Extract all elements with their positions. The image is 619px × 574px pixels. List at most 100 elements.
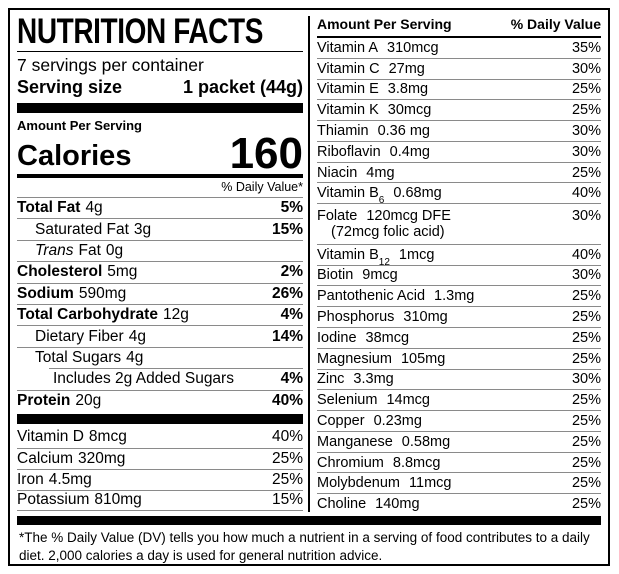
nutrient-row-cholesterol: Cholesterol 5mg 2% — [17, 261, 303, 282]
nutrient-amount: 3.3mg — [353, 371, 394, 388]
serving-size-row: Serving size 1 packet (44g) — [17, 76, 303, 100]
vitamin-row-vitamin-d: Vitamin D 8mcg 40% — [17, 427, 303, 448]
daily-value: 25% — [571, 475, 601, 492]
nutrient-amount: 38mcg — [365, 329, 410, 346]
daily-value: 40% — [571, 185, 601, 202]
micronutrient-row-iodine: Iodine 38mcg 25% — [317, 328, 601, 349]
nutrient-amount: 0.68mg — [393, 185, 442, 202]
calories-divider — [17, 174, 303, 178]
nutrient-amount: 0g — [105, 241, 124, 259]
nutrient-name: Vitamin C — [317, 60, 380, 77]
micronutrient-row-folate: Folate 120mcg DFE 30% (72mcg folic acid) — [317, 204, 601, 245]
nutrient-name-subscript: 6 — [378, 195, 385, 207]
nutrient-amount: 14mcg — [386, 392, 430, 409]
micronutrient-row-vitamin-b12: Vitamin B12 1mcg 40% — [317, 245, 601, 267]
nutrient-amount: 0.58mg — [401, 433, 451, 450]
nutrient-name: Iodine — [317, 329, 357, 346]
nutrient-amount: 810mg — [94, 491, 142, 509]
daily-value: 4% — [280, 369, 303, 387]
micronutrient-row-biotin: Biotin 9mcg 30% — [317, 266, 601, 287]
daily-value: 40% — [571, 246, 601, 263]
micronutrient-row-niacin: Niacin 4mg 25% — [317, 163, 601, 184]
micronutrient-row-vitamin-b6: Vitamin B6 0.68mg 40% — [317, 183, 601, 207]
nutrient-name: Phosphorus — [317, 309, 395, 326]
daily-value: 25% — [571, 102, 601, 119]
nutrient-amount: 27mg — [388, 60, 425, 77]
micronutrient-row-riboflavin: Riboflavin 0.4mg 30% — [317, 142, 601, 163]
nutrient-amount: 4g — [85, 199, 103, 217]
serving-size-value: 1 packet (44g) — [182, 77, 303, 97]
daily-value: 15% — [271, 491, 303, 509]
nutrient-amount: 590mg — [78, 284, 127, 302]
micronutrient-row-molybdenum: Molybdenum 11mcg 25% — [317, 473, 601, 495]
nutrient-row-dietary-fiber: Dietary Fiber 4g 14% — [17, 325, 303, 346]
column-header-daily-value: % Daily Value — [510, 16, 601, 32]
nutrient-name: Molybdenum — [317, 475, 401, 492]
daily-value: 2% — [280, 263, 303, 281]
nutrient-amount: 3g — [133, 220, 152, 238]
daily-value: 25% — [571, 288, 601, 305]
micronutrient-row-vitamin-c: Vitamin C 27mg 30% — [317, 59, 601, 80]
nutrition-facts-label: NUTRITION FACTS 7 servings per container… — [8, 8, 610, 566]
daily-value-footnote: *The % Daily Value (DV) tells you how mu… — [19, 530, 590, 563]
micronutrient-row-choline: Choline 140mg 25% — [317, 494, 601, 514]
nutrient-amount: 0.23mg — [373, 412, 422, 429]
daily-value: 25% — [571, 329, 601, 346]
nutrient-amount: 30mcg — [387, 102, 432, 119]
nutrient-name: Niacin — [317, 164, 358, 181]
calories-row: Calories 160 — [17, 129, 303, 178]
nutrient-name: Vitamin B — [317, 185, 379, 202]
nutrient-amount: 1mcg — [398, 246, 435, 263]
nutrient-name: Total Sugars — [35, 348, 122, 366]
nutrient-name: Choline — [317, 496, 367, 513]
nutrient-amount: 12g — [162, 306, 189, 324]
thick-divider-bar — [17, 103, 303, 113]
nutrient-amount: 0.4mg — [389, 143, 430, 160]
nutrient-amount: 20g — [75, 391, 102, 409]
nutrient-amount: 310mcg — [387, 39, 439, 56]
daily-value: 30% — [571, 143, 601, 160]
nutrient-name: Vitamin D — [17, 428, 84, 446]
micronutrient-row-phosphorus: Phosphorus 310mg 25% — [317, 307, 601, 328]
nutrient-name: Protein — [17, 391, 71, 409]
daily-value: 25% — [571, 412, 601, 429]
daily-value: 25% — [571, 81, 601, 98]
nutrient-name: Copper — [317, 412, 365, 429]
nutrient-name: Chromium — [317, 454, 384, 471]
micronutrient-row-thiamin: Thiamin 0.36 mg 30% — [317, 121, 601, 142]
nutrient-amount: 105mg — [400, 350, 446, 367]
nutrient-name: Thiamin — [317, 123, 369, 140]
nutrient-name: Pantothenic Acid — [317, 288, 426, 305]
calories-value: 160 — [229, 129, 303, 178]
micronutrient-row-vitamin-e: Vitamin E 3.8mg 25% — [317, 80, 601, 101]
page-title: NUTRITION FACTS — [17, 12, 263, 51]
micronutrient-row-pantothenic-acid: Pantothenic Acid 1.3mg 25% — [317, 286, 601, 308]
nutrient-name: Selenium — [317, 392, 378, 409]
nutrient-name: Vitamin B — [317, 246, 379, 263]
daily-value: 4% — [280, 306, 303, 324]
micronutrient-row-chromium: Chromium 8.8mcg 25% — [317, 453, 601, 474]
nutrient-name-italic: Trans — [35, 241, 74, 259]
micronutrient-row-vitamin-k: Vitamin K 30mcg 25% — [317, 100, 601, 122]
nutrient-amount: 4mg — [366, 164, 395, 181]
serving-size-label: Serving size — [17, 77, 123, 97]
nutrient-name: Total Fat — [17, 199, 81, 217]
micronutrient-row-copper: Copper 0.23mg 25% — [317, 411, 601, 432]
vitamin-row-iron: Iron 4.5mg 25% — [17, 468, 303, 490]
daily-value: 30% — [571, 208, 601, 225]
nutrient-row-total-carbohydrate: Total Carbohydrate 12g 4% — [17, 303, 303, 325]
micronutrient-row-vitamin-a: Vitamin A 310mcg 35% — [317, 38, 601, 59]
nutrient-name: Vitamin E — [317, 81, 379, 98]
nutrient-name: Zinc — [317, 371, 345, 388]
micronutrient-table-header: Amount Per Serving % Daily Value — [317, 14, 601, 38]
servings-per-container: 7 servings per container — [17, 55, 204, 75]
daily-value: 25% — [271, 449, 303, 467]
daily-value: 25% — [571, 392, 601, 409]
thick-divider-bar — [17, 413, 303, 424]
nutrient-name: Iron — [17, 470, 44, 488]
nutrient-name: Magnesium — [317, 350, 392, 367]
nutrient-name: Riboflavin — [317, 143, 381, 160]
daily-value: 26% — [271, 284, 303, 302]
micronutrient-row-magnesium: Magnesium 105mg 25% — [317, 349, 601, 370]
calories-label: Calories — [17, 140, 132, 172]
